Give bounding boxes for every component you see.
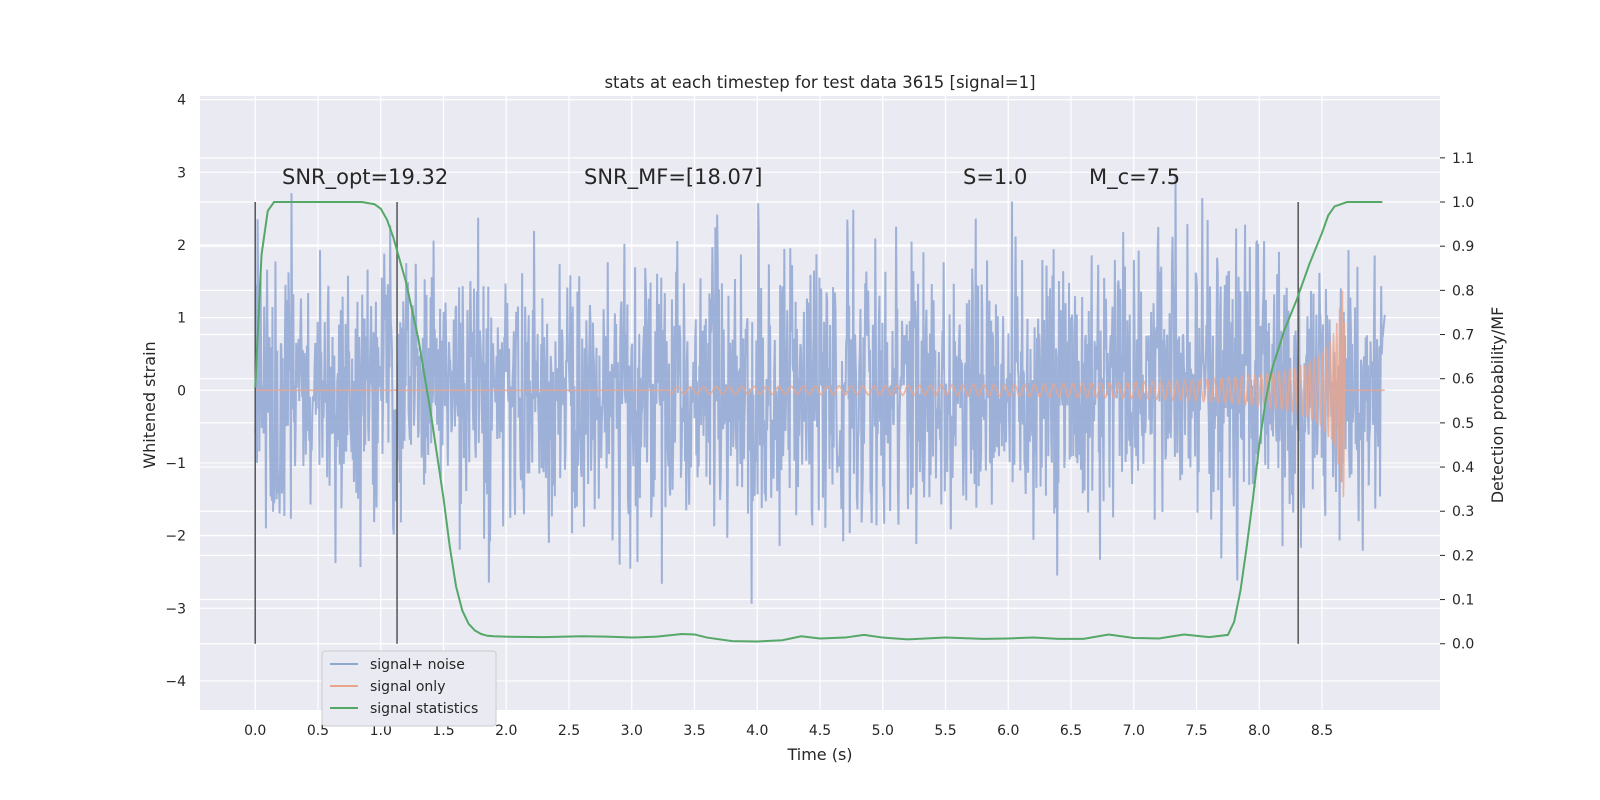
annotation-s: S=1.0 [963,165,1027,189]
y2-tick-label: 1.1 [1452,151,1474,167]
annotation-mc: M_c=7.5 [1089,165,1180,190]
x-tick-label: 6.0 [997,723,1019,739]
x-tick-label: 2.5 [558,723,580,739]
y2-tick-label: 0.3 [1452,504,1474,520]
y2-tick-label: 0.5 [1452,416,1474,432]
y2-tick-label: 0.4 [1452,460,1474,476]
x-tick-label: 5.5 [934,723,956,739]
x-tick-label: 4.5 [809,723,831,739]
y-tick-labels: 4 3 2 1 0 −1 −2 −3 −4 [165,93,186,690]
noise-trace [254,174,1386,604]
y-tick-label: −2 [165,529,186,545]
y-tick-label: −4 [165,674,186,690]
x-tick-label: 8.0 [1248,723,1270,739]
y-tick-label: 3 [177,165,186,181]
y2-tick-label: 0.9 [1452,239,1474,255]
x-tick-labels: 0.0 0.5 1.0 1.5 2.0 2.5 3.0 3.5 4.0 4.5 5.0 5.5 6.0 6… [244,723,1333,739]
y2-tick-label: 0.1 [1452,593,1474,609]
y2-tick-label: 0.8 [1452,283,1474,299]
y-axis-label: Whitened strain [140,341,159,468]
y2-tick-label: 0.7 [1452,328,1474,344]
x-tick-label: 1.0 [370,723,392,739]
vertical-markers [254,202,1299,644]
x-tick-label: 3.0 [621,723,643,739]
series-signal-only [255,290,1385,498]
legend-label-signal: signal only [370,679,445,695]
y-tick-label: 1 [177,311,186,327]
y-tick-label: 4 [177,93,186,109]
y2-tick-labels: 1.1 1.0 0.9 0.8 0.7 0.6 0.5 0.4 0.3 0.2 0.1 0.0 [1440,151,1474,653]
annotation-snr-mf: SNR_MF=[18.07] [584,165,762,190]
y-tick-label: −1 [165,456,186,472]
x-tick-label: 4.0 [746,723,768,739]
x-tick-label: 7.0 [1123,723,1145,739]
y-tick-label: 0 [177,383,186,399]
y2-tick-label: 0.6 [1452,372,1474,388]
x-axis-label: Time (s) [786,745,852,764]
y2-tick-label: 1.0 [1452,195,1474,211]
x-tick-label: 2.0 [495,723,517,739]
series-signal-statistics [254,201,1383,643]
x-tick-label: 7.5 [1185,723,1207,739]
x-tick-label: 8.5 [1311,723,1333,739]
x-tick-label: 5.0 [872,723,894,739]
x-tick-label: 3.5 [683,723,705,739]
series-signal-noise [254,174,1386,604]
x-tick-label: 0.5 [307,723,329,739]
y-tick-label: −3 [165,601,186,617]
y2-axis-label: Detection probability/MF [1488,307,1507,504]
legend-box [321,650,497,727]
x-tick-label: 0.0 [244,723,266,739]
x-tick-label: 6.5 [1060,723,1082,739]
legend-label-noise: signal+ noise [370,657,465,673]
y2-tick-label: 0.0 [1452,637,1474,653]
y2-tick-label: 0.2 [1452,548,1474,564]
stats-trace [254,201,1383,643]
x-tick-label: 1.5 [432,723,454,739]
signal-trace [255,290,1385,498]
y-tick-label: 2 [177,238,186,254]
legend-label-stats: signal statistics [370,701,478,717]
chart-title: stats at each timestep for test data 361… [604,73,1035,92]
legend: signal+ noise signal only signal statist… [321,650,497,727]
annotation-snr-opt: SNR_opt=19.32 [282,165,448,190]
